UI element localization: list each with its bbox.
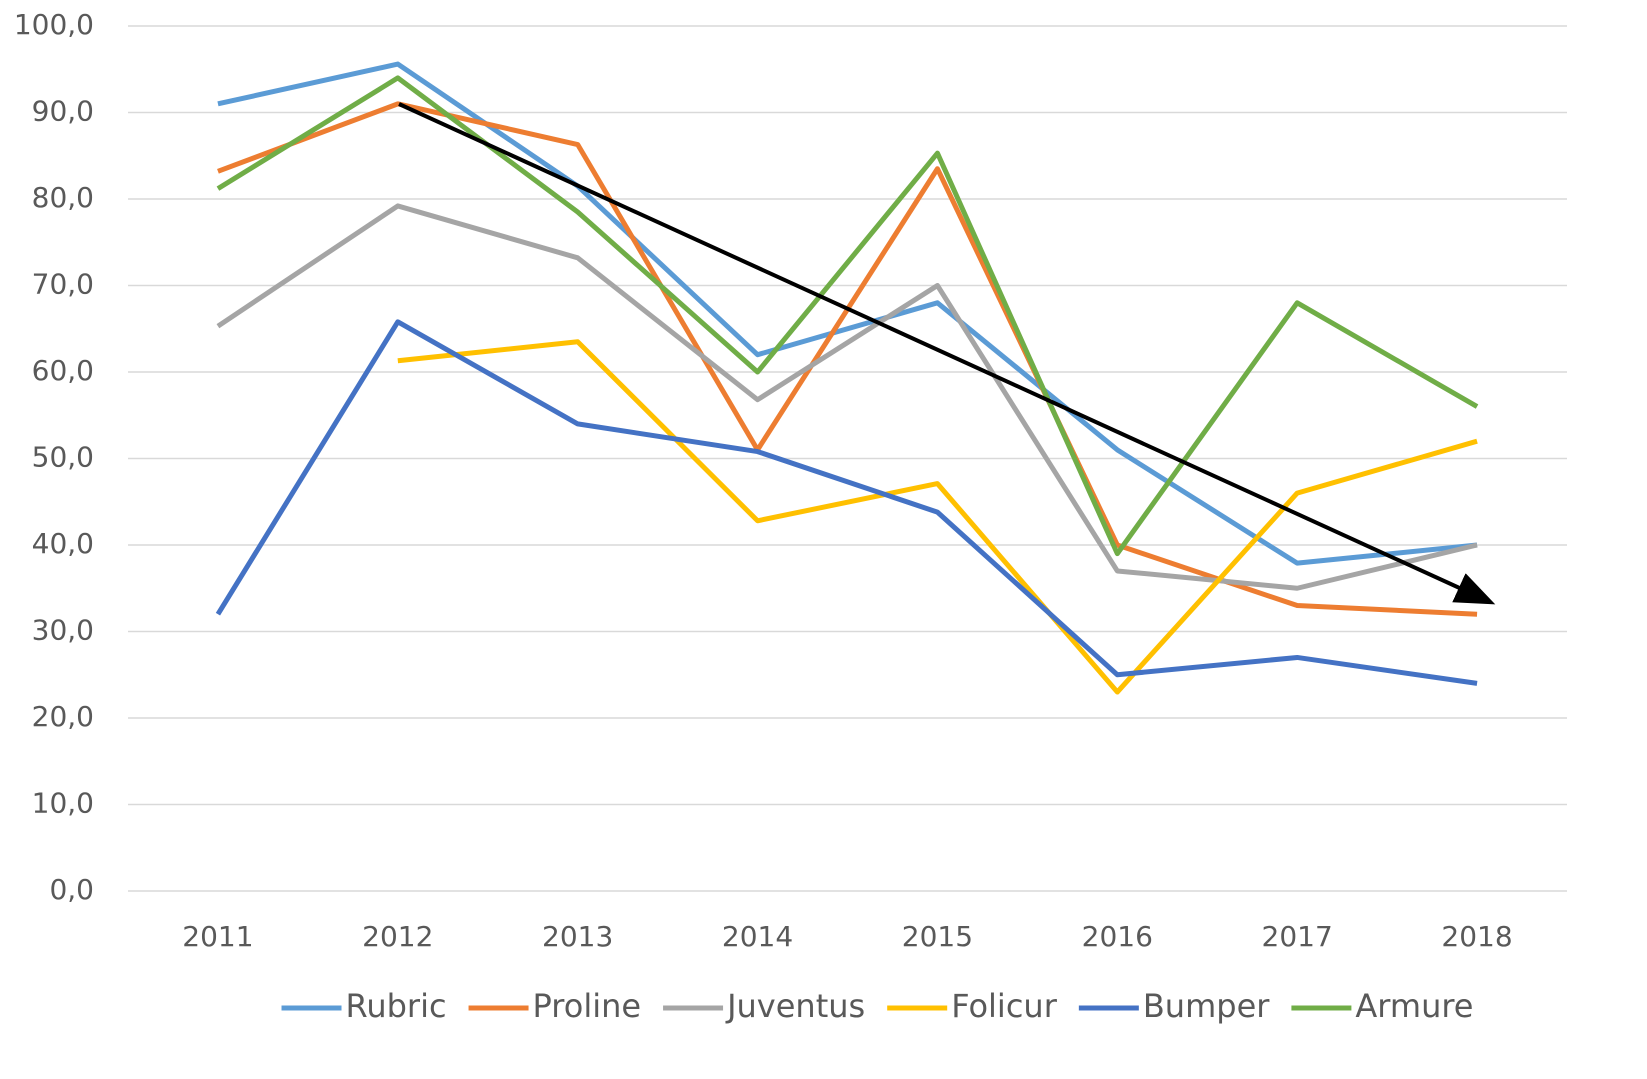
x-tick-label: 2011 [182,920,253,953]
y-tick-label: 60,0 [32,354,94,387]
legend-label: Juventus [725,987,865,1025]
legend-label: Bumper [1143,987,1270,1025]
y-tick-label: 50,0 [32,441,94,474]
legend-label: Folicur [951,987,1058,1025]
x-tick-label: 2018 [1441,920,1512,953]
x-tick-label: 2012 [362,920,433,953]
legend-label: Proline [533,987,642,1025]
trend-arrow [398,102,1496,605]
series-line [397,339,1478,695]
series-line [217,61,1478,566]
legend-item: Folicur [887,987,1058,1025]
y-tick-label: 20,0 [32,700,94,733]
legend-item: Juventus [663,987,865,1025]
y-tick-label: 0,0 [49,873,94,906]
series-line [216,75,1479,557]
legend-item: Armure [1291,987,1473,1025]
x-tick-label: 2013 [542,920,613,953]
y-tick-label: 90,0 [32,95,94,128]
x-tick-label: 2015 [902,920,973,953]
x-tick-label: 2017 [1262,920,1333,953]
y-tick-label: 100,0 [14,8,94,41]
legend: Rubric Proline Juventus Folicur Bumper Armure [281,987,1473,1025]
legend-item: Bumper [1078,987,1270,1025]
x-tick-label: 2016 [1082,920,1153,953]
legend-label: Armure [1355,987,1473,1025]
plot-area [215,61,1479,695]
legend-label: Rubric [346,987,447,1025]
y-tick-label: 80,0 [32,181,94,214]
series-line [216,203,1478,591]
y-tick-label: 70,0 [32,268,94,301]
legend-item: Rubric [281,987,447,1025]
grid: 0,0 10,0 20,0 30,0 40,0 50,0 60,0 70,0 80,0 90,0 1… [14,8,1567,953]
x-tick-label: 2014 [722,920,793,953]
y-tick-label: 40,0 [32,527,94,560]
series-line [215,319,1478,686]
y-tick-label: 30,0 [32,614,94,647]
legend-item: Proline [468,987,642,1025]
y-tick-label: 10,0 [32,787,94,820]
